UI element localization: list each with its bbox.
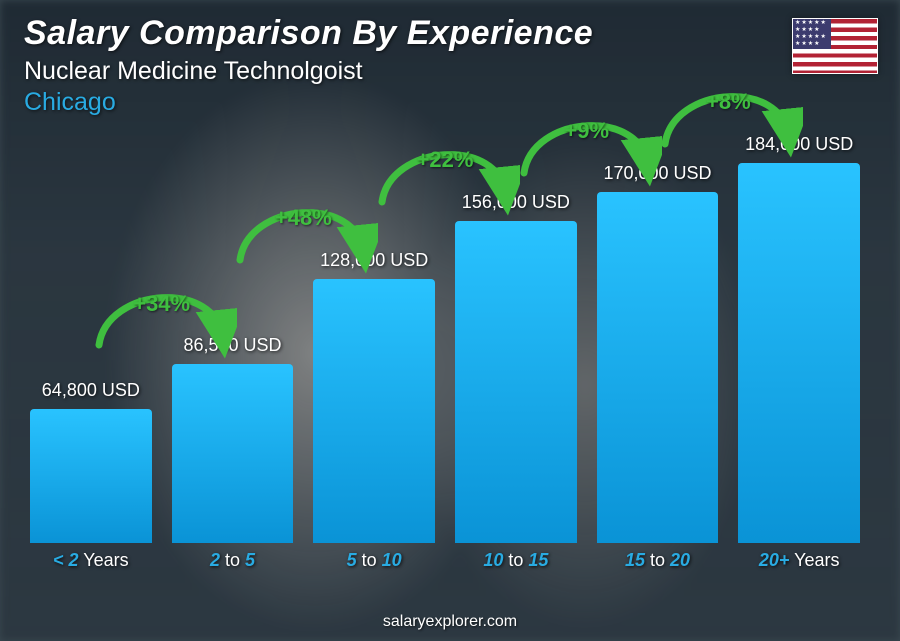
x-axis-labels: < 2 Years 2 to 5 5 to 10 10 to 15 15 to 20 20… (30, 550, 860, 571)
x-label: 5 to 10 (313, 550, 435, 571)
x-label: 10 to 15 (455, 550, 577, 571)
x-label: 2 to 5 (172, 550, 294, 571)
bar-value-label: 128,000 USD (320, 250, 428, 271)
bar-value-label: 170,000 USD (603, 163, 711, 184)
bar-slot: 184,000 USD (738, 130, 860, 543)
bar-value-label: 86,500 USD (183, 335, 281, 356)
bar: 170,000 USD (597, 192, 719, 543)
bar-value-label: 156,000 USD (462, 192, 570, 213)
bar: 86,500 USD (172, 364, 294, 543)
x-label: < 2 Years (30, 550, 152, 571)
us-flag-icon (792, 18, 878, 74)
header: Salary Comparison By Experience Nuclear … (24, 14, 876, 117)
x-label: 15 to 20 (597, 550, 719, 571)
page-title: Salary Comparison By Experience (24, 14, 876, 53)
bar: 128,000 USD (313, 279, 435, 543)
location-label: Chicago (24, 88, 876, 117)
infographic-container: Salary Comparison By Experience Nuclear … (0, 0, 900, 641)
x-label: 20+ Years (738, 550, 860, 571)
bar-slot: 170,000 USD (597, 130, 719, 543)
bar-value-label: 64,800 USD (42, 380, 140, 401)
bar-slot: 128,000 USD (313, 130, 435, 543)
bar: 184,000 USD (738, 163, 860, 543)
bar: 64,800 USD (30, 409, 152, 543)
bar-slot: 156,000 USD (455, 130, 577, 543)
job-title: Nuclear Medicine Technolgoist (24, 57, 876, 86)
bar-slot: 64,800 USD (30, 130, 152, 543)
bar-value-label: 184,000 USD (745, 134, 853, 155)
bar: 156,000 USD (455, 221, 577, 543)
bars-row: 64,800 USD86,500 USD128,000 USD156,000 U… (30, 130, 860, 543)
source-footer: salaryexplorer.com (0, 613, 900, 631)
bar-slot: 86,500 USD (172, 130, 294, 543)
bar-chart: 64,800 USD86,500 USD128,000 USD156,000 U… (30, 130, 860, 571)
